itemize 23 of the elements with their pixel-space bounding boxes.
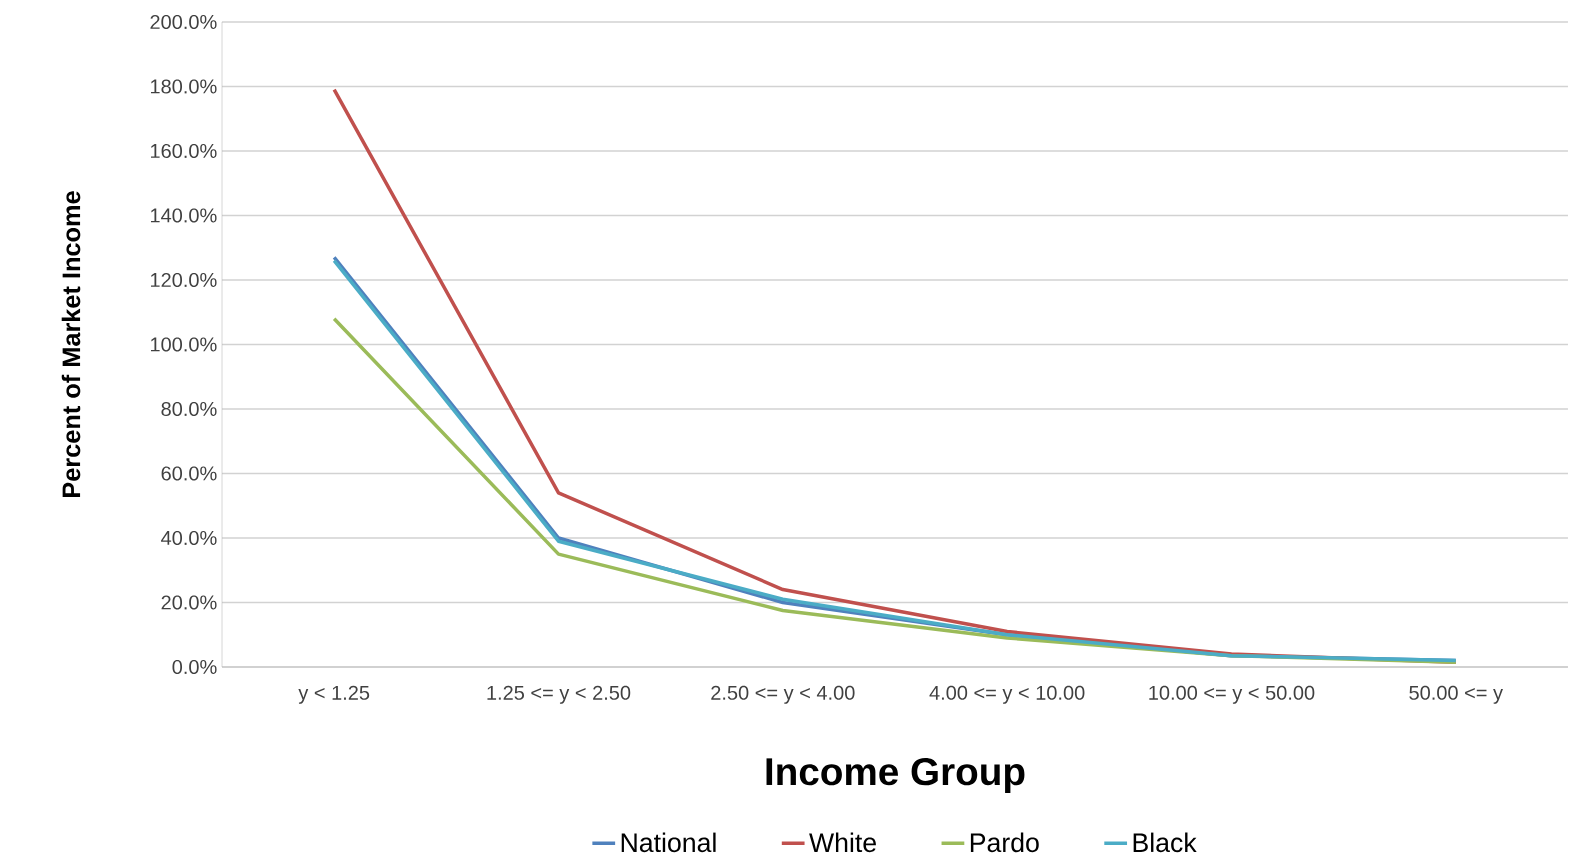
y-tick-label: 0.0% [172, 659, 217, 675]
y-tick-label: 60.0% [161, 466, 217, 481]
y-tick-label: 120.0% [150, 272, 217, 288]
y-tick-label: 100.0% [150, 337, 217, 352]
y-axis-title: Percent of Market Income [61, 191, 81, 497]
x-axis-title: Income Group [766, 757, 1025, 793]
x-tick-label: 50.00 <= y [1409, 685, 1503, 704]
y-tick-label: 160.0% [150, 143, 217, 159]
x-tick-label: 4.00 <= y < 10.00 [929, 685, 1085, 704]
y-tick-label: 180.0% [150, 79, 217, 94]
y-tick-label: 140.0% [150, 208, 217, 223]
y-tick-label: 20.0% [161, 595, 217, 610]
x-tick-label: y < 1.25 [298, 685, 370, 704]
legend-label: Pardo [970, 832, 1039, 853]
y-tick-label: 80.0% [161, 401, 217, 417]
x-tick-label: 1.25 <= y < 2.50 [487, 685, 631, 704]
x-tick-label: 10.00 <= y < 50.00 [1149, 685, 1315, 704]
legend-label: Black [1133, 832, 1197, 853]
legend-label: White [809, 832, 876, 853]
y-tick-label: 40.0% [161, 530, 217, 546]
y-tick-label: 200.0% [150, 14, 217, 30]
legend-label: National [621, 832, 716, 853]
x-tick-label: 2.50 <= y < 4.00 [711, 685, 855, 704]
